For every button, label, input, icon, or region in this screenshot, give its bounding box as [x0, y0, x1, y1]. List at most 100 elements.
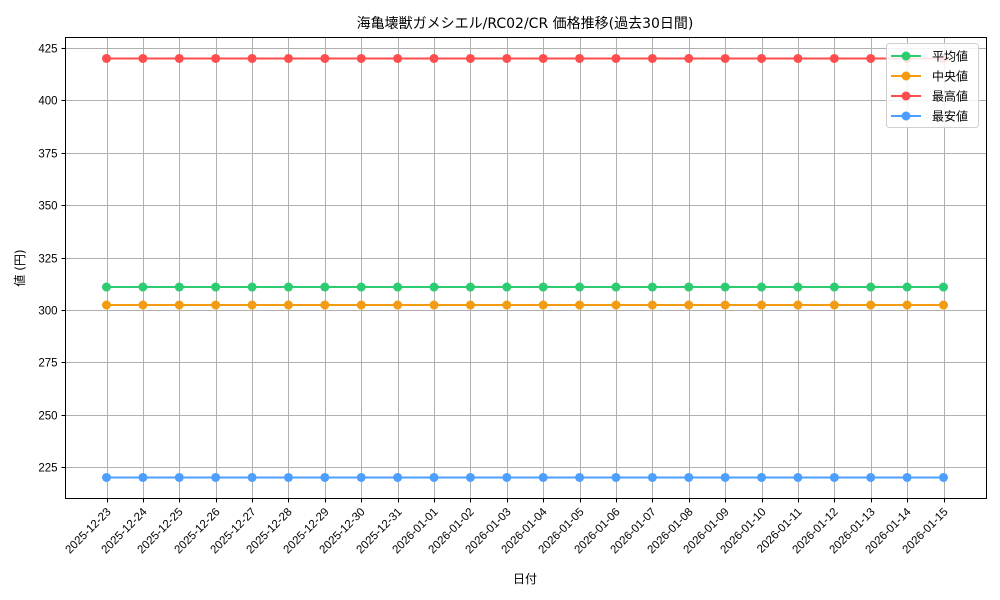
data-point-marker	[393, 472, 403, 482]
legend-label: 最高値	[932, 89, 968, 104]
data-point-marker	[720, 53, 730, 63]
data-point-marker	[465, 472, 475, 482]
data-point-marker	[829, 300, 839, 310]
data-point-marker	[465, 53, 475, 63]
y-tick-label: 350	[38, 201, 57, 213]
chart-title: 海亀壊獣ガメシエル/RC02/CR 価格推移(過去30日間)	[357, 16, 694, 32]
y-axis-label: 値 (円)	[12, 249, 27, 286]
data-series	[102, 53, 948, 482]
data-point-marker	[320, 282, 330, 292]
plot-area-frame	[65, 37, 987, 499]
data-point-marker	[720, 300, 730, 310]
data-point-marker	[939, 300, 948, 310]
data-point-marker	[720, 282, 730, 292]
data-point-marker	[939, 472, 948, 482]
series-line	[102, 472, 948, 482]
data-point-marker	[829, 472, 839, 482]
data-point-marker	[174, 472, 184, 482]
data-point-marker	[793, 472, 803, 482]
data-point-marker	[829, 282, 839, 292]
data-point-marker	[575, 472, 585, 482]
data-point-marker	[611, 53, 621, 63]
data-point-marker	[866, 300, 876, 310]
data-point-marker	[429, 472, 439, 482]
y-tick-label: 375	[38, 149, 57, 161]
data-point-marker	[611, 472, 621, 482]
y-tick-label: 300	[38, 306, 57, 318]
data-point-marker	[538, 282, 548, 292]
data-point-marker	[102, 282, 111, 292]
data-point-marker	[902, 282, 912, 292]
data-point-marker	[611, 282, 621, 292]
legend-label: 平均値	[932, 49, 968, 64]
data-point-marker	[138, 300, 148, 310]
legend-item: 中央値	[891, 69, 968, 84]
legend-item: 平均値	[891, 49, 968, 64]
data-point-marker	[866, 472, 876, 482]
data-point-marker	[502, 282, 512, 292]
data-point-marker	[320, 300, 330, 310]
data-point-marker	[138, 472, 148, 482]
data-point-marker	[211, 472, 221, 482]
data-point-marker	[283, 472, 293, 482]
data-point-marker	[356, 53, 366, 63]
data-point-marker	[793, 53, 803, 63]
data-point-marker	[102, 472, 111, 482]
data-point-marker	[611, 300, 621, 310]
data-point-marker	[939, 282, 948, 292]
x-axis-label: 日付	[513, 572, 537, 586]
data-point-marker	[757, 282, 767, 292]
legend-label: 最安値	[932, 109, 968, 124]
data-point-marker	[866, 282, 876, 292]
data-point-marker	[647, 53, 657, 63]
data-point-marker	[356, 282, 366, 292]
data-point-marker	[866, 53, 876, 63]
data-point-marker	[174, 53, 184, 63]
data-point-marker	[757, 472, 767, 482]
y-tick-label: 325	[38, 254, 57, 266]
data-point-marker	[393, 53, 403, 63]
data-point-marker	[429, 53, 439, 63]
data-point-marker	[538, 472, 548, 482]
data-point-marker	[393, 300, 403, 310]
data-point-marker	[502, 472, 512, 482]
data-point-marker	[793, 300, 803, 310]
data-point-marker	[647, 472, 657, 482]
series-line	[102, 53, 948, 63]
data-point-marker	[538, 300, 548, 310]
data-point-marker	[647, 300, 657, 310]
data-point-marker	[174, 282, 184, 292]
data-point-marker	[138, 282, 148, 292]
data-point-marker	[356, 472, 366, 482]
data-point-marker	[356, 300, 366, 310]
data-point-marker	[102, 300, 111, 310]
data-point-marker	[829, 53, 839, 63]
data-point-marker	[757, 53, 767, 63]
data-point-marker	[575, 53, 585, 63]
data-point-marker	[575, 282, 585, 292]
data-point-marker	[902, 472, 912, 482]
data-point-marker	[174, 300, 184, 310]
legend-item: 最安値	[891, 109, 968, 124]
data-point-marker	[902, 300, 912, 310]
data-point-marker	[538, 53, 548, 63]
data-point-marker	[247, 53, 257, 63]
y-tick-label: 275	[38, 358, 57, 370]
x-axis: 2025-12-232025-12-242025-12-252025-12-26…	[64, 498, 951, 556]
grid-lines	[65, 37, 987, 499]
data-point-marker	[684, 282, 694, 292]
data-point-marker	[465, 282, 475, 292]
data-point-marker	[320, 472, 330, 482]
data-point-marker	[502, 300, 512, 310]
data-point-marker	[102, 53, 111, 63]
data-point-marker	[247, 472, 257, 482]
data-point-marker	[684, 53, 694, 63]
data-point-marker	[283, 282, 293, 292]
data-point-marker	[247, 282, 257, 292]
data-point-marker	[720, 472, 730, 482]
data-point-marker	[465, 300, 475, 310]
y-tick-label: 225	[38, 463, 57, 475]
data-point-marker	[211, 282, 221, 292]
data-point-marker	[429, 282, 439, 292]
